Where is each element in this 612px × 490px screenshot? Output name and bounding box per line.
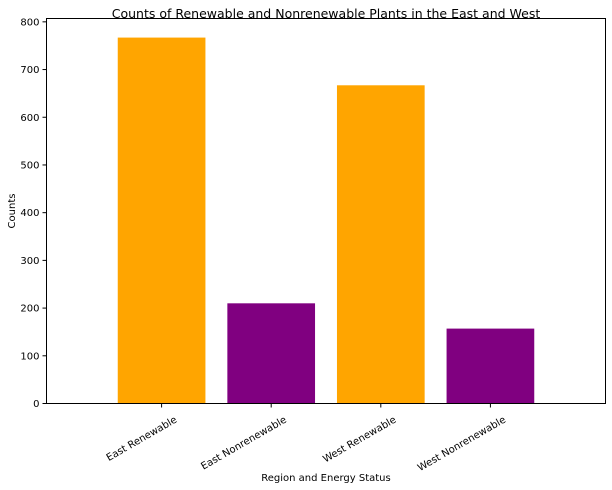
x-tick-label: East Nonrenewable (199, 415, 288, 473)
y-tick-label: 100 (20, 351, 39, 362)
y-axis-label: Counts (7, 194, 18, 229)
bar-east-nonrenewable (227, 303, 316, 404)
bars-group (117, 37, 535, 404)
y-tick-label: 300 (20, 256, 39, 267)
x-axis-label: Region and Energy Status (261, 473, 390, 484)
x-axis: East Renewable East Nonrenewable West Rene… (105, 403, 508, 474)
x-tick-label: West Renewable (321, 415, 398, 466)
x-tick-label: East Renewable (105, 415, 179, 464)
chart-title: Counts of Renewable and Nonrenewable Pla… (112, 6, 541, 21)
bar-west-renewable (336, 85, 425, 404)
bar-west-nonrenewable (446, 328, 535, 404)
y-tick-label: 200 (20, 304, 39, 315)
y-tick-label: 400 (20, 208, 39, 219)
x-tick-label: West Nonrenewable (416, 415, 508, 474)
y-tick-label: 500 (20, 160, 39, 171)
bar-east-renewable (117, 37, 206, 404)
plot-frame (46, 18, 606, 404)
y-tick-label: 800 (20, 17, 39, 28)
y-axis: 0 100 200 300 400 500 600 700 800 (20, 17, 47, 410)
y-tick-label: 700 (20, 65, 39, 76)
y-tick-label: 600 (20, 113, 39, 124)
y-tick-label: 0 (33, 399, 39, 410)
